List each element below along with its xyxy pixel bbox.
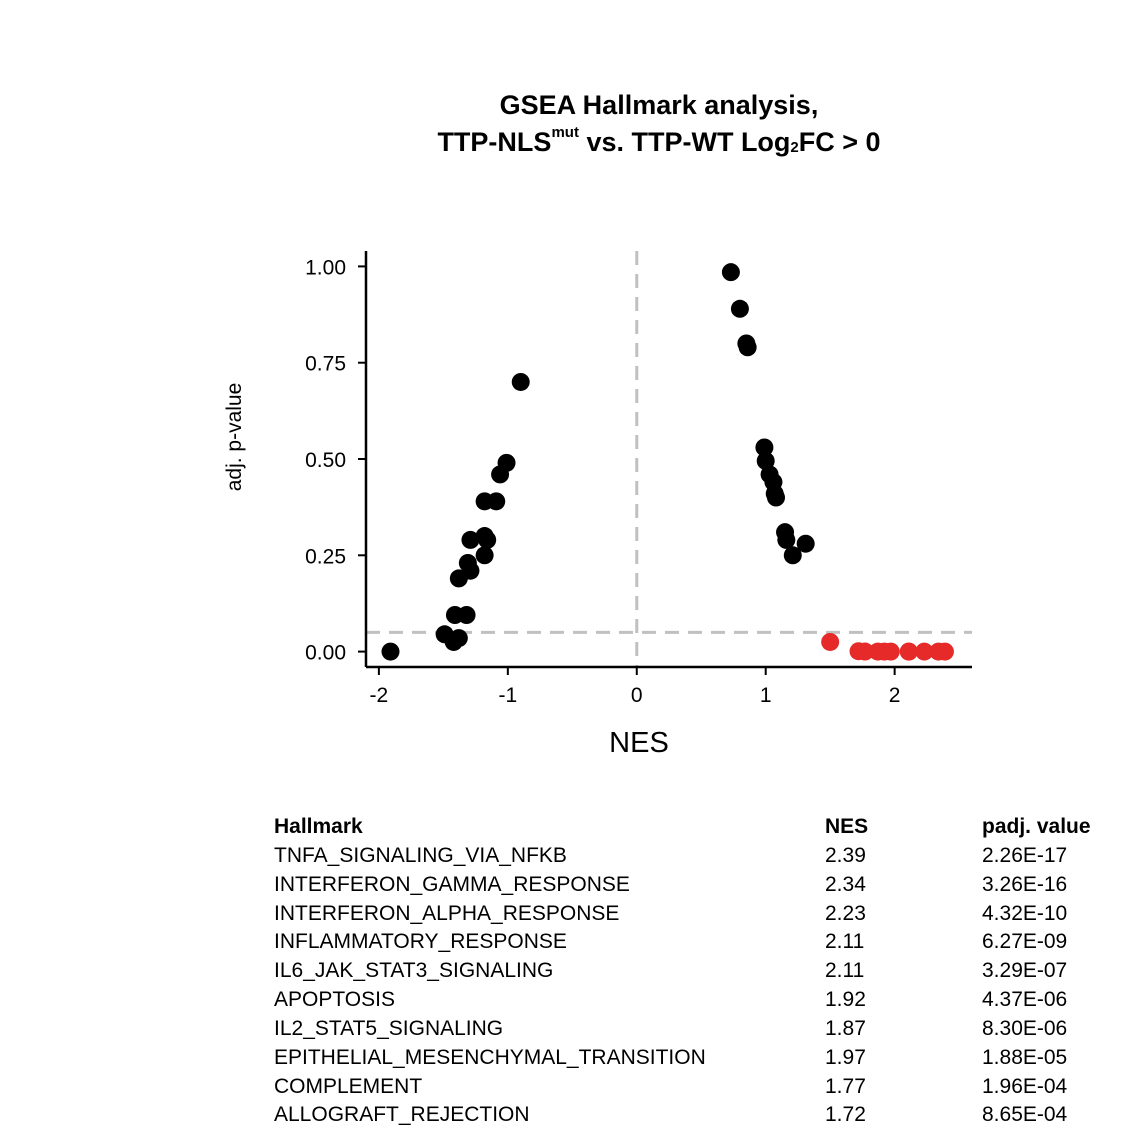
x-tick-label: 0: [631, 684, 643, 707]
y-tick-label: 0.25: [305, 545, 346, 568]
cell-nes: 2.23: [825, 901, 866, 925]
title-suffix: FC > 0: [798, 127, 881, 157]
cell-nes: 1.87: [825, 1016, 866, 1040]
data-points: [381, 263, 954, 661]
data-point: [381, 642, 400, 661]
y-tick-label: 1.00: [305, 256, 346, 279]
chart-title-line2: TTP-NLSmut vs. TTP-WT Log2FC > 0: [0, 124, 1137, 158]
data-point: [730, 299, 749, 318]
data-point: [511, 372, 530, 391]
data-point: [915, 642, 934, 661]
x-tick-label: 2: [889, 684, 901, 707]
data-point: [855, 642, 874, 661]
data-point: [461, 561, 480, 580]
cell-padj: 1.96E-04: [982, 1074, 1068, 1098]
x-tick-label: -2: [370, 684, 389, 707]
title-subscript: 2: [790, 139, 799, 156]
x-tick-label: 1: [760, 684, 772, 707]
header-padj: padj. value: [982, 815, 1091, 838]
data-point: [738, 338, 757, 357]
cell-nes: 1.97: [825, 1045, 866, 1069]
data-point: [821, 632, 840, 651]
data-point: [721, 263, 740, 282]
axes: -2 -1 0 1 2 0.00 0.25 0.50 0.75 1.00: [305, 251, 972, 707]
title-superscript: mut: [551, 124, 579, 141]
data-point: [755, 438, 774, 457]
scatter-plot: -2 -1 0 1 2 0.00 0.25 0.50 0.75 1.00 NES adj. p-v…: [223, 251, 972, 759]
cell-hallmark: IL2_STAT5_SIGNALING: [274, 1016, 504, 1040]
cell-hallmark: EPITHELIAL_MESENCHYMAL_TRANSITION: [274, 1045, 706, 1069]
cell-hallmark: INFLAMMATORY_RESPONSE: [274, 930, 567, 954]
data-point: [935, 642, 954, 661]
cell-nes: 1.77: [825, 1074, 866, 1098]
y-tick-label: 0.00: [305, 642, 346, 665]
cell-padj: 3.29E-07: [982, 959, 1068, 983]
data-point: [449, 629, 468, 648]
data-point: [497, 453, 516, 472]
data-point: [899, 642, 918, 661]
cell-padj: 2.26E-17: [982, 843, 1068, 867]
data-point: [783, 546, 802, 565]
cell-padj: 6.27E-09: [982, 930, 1068, 954]
cell-hallmark: TNFA_SIGNALING_VIA_NFKB: [274, 843, 567, 867]
chart-title-text: GSEA Hallmark analysis,: [499, 90, 819, 120]
cell-hallmark: APOPTOSIS: [274, 988, 395, 1012]
y-axis-label: adj. p-value: [223, 383, 246, 492]
x-tick-label: -1: [498, 684, 517, 707]
data-point: [756, 451, 775, 470]
cell-hallmark: INTERFERON_GAMMA_RESPONSE: [274, 872, 630, 896]
data-point: [777, 530, 796, 549]
chart-title-line1: GSEA Hallmark analysis,: [0, 90, 1137, 121]
data-point: [796, 534, 815, 553]
data-point: [881, 642, 900, 661]
cell-padj: 1.88E-05: [982, 1045, 1068, 1069]
x-axis-label: NES: [609, 727, 669, 759]
cell-hallmark: ALLOGRAFT_REJECTION: [274, 1103, 530, 1127]
cell-nes: 2.34: [825, 872, 866, 896]
cell-nes: 1.72: [825, 1103, 866, 1127]
data-point: [457, 606, 476, 624]
cell-nes: 2.39: [825, 843, 866, 867]
cell-nes: 1.92: [825, 988, 866, 1012]
data-point: [767, 488, 786, 507]
cell-nes: 2.11: [825, 959, 865, 983]
y-tick-label: 0.75: [305, 353, 346, 376]
data-point: [478, 530, 497, 549]
cell-nes: 2.11: [825, 930, 865, 954]
cell-hallmark: COMPLEMENT: [274, 1074, 423, 1098]
cell-hallmark: INTERFERON_ALPHA_RESPONSE: [274, 901, 620, 925]
data-point: [461, 530, 480, 549]
cell-padj: 4.32E-10: [982, 901, 1068, 925]
title-prefix: TTP-NLS: [437, 127, 552, 157]
data-point: [475, 546, 494, 565]
cell-hallmark: IL6_JAK_STAT3_SIGNALING: [274, 959, 554, 983]
header-nes: NES: [825, 815, 869, 838]
cell-padj: 4.37E-06: [982, 988, 1068, 1012]
header-hallmark: Hallmark: [274, 815, 363, 838]
cell-padj: 8.30E-06: [982, 1016, 1068, 1040]
y-tick-label: 0.50: [305, 449, 346, 472]
title-middle: vs. TTP-WT Log: [578, 127, 791, 157]
cell-padj: 8.65E-04: [982, 1103, 1068, 1127]
cell-padj: 3.26E-16: [982, 872, 1068, 896]
data-point: [487, 492, 506, 511]
reference-lines: [366, 251, 972, 667]
